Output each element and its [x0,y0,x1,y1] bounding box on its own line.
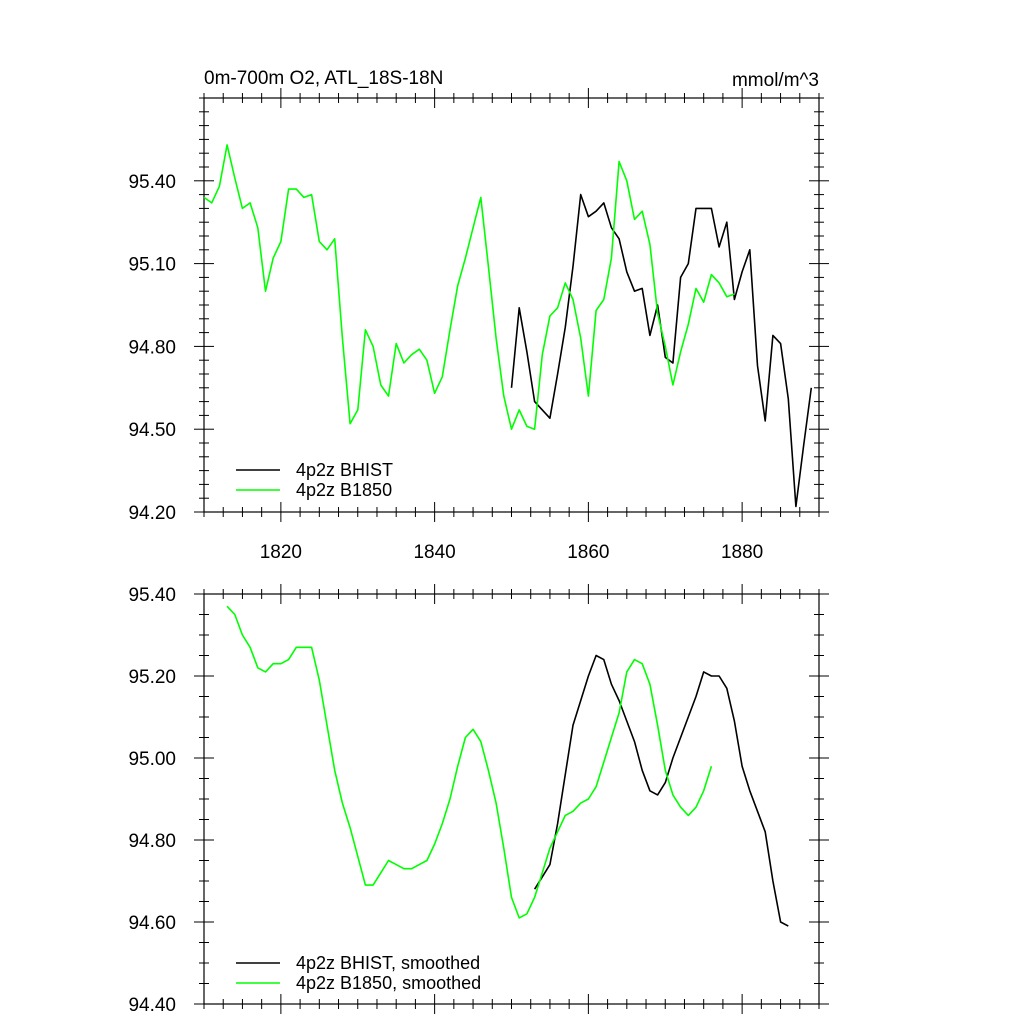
bottom-axis-labels: 94.40 94.60 94.80 95.00 95.20 95.40 [128,585,176,1016]
bottom-y-tick-label: 95.20 [128,667,176,688]
top-series-line-b1850 [203,144,735,431]
bottom-y-tick-label: 95.00 [128,749,176,770]
bottom-series-line-bhist [533,654,789,927]
top-chart-units: mmol/m^3 [732,70,819,91]
top-y-tick-label: 95.40 [128,172,176,193]
top-legend-label-b1850: 4p2z B1850 [296,480,392,500]
bottom-panel: 94.40 94.60 94.80 95.00 95.20 95.40 4p2z BHIS… [128,584,829,1016]
top-x-tick-label: 1840 [413,542,455,563]
bottom-y-tick-label: 94.60 [128,913,176,934]
top-axis-labels: 94.20 94.50 94.80 95.10 95.40 1820 1840 1860 188… [128,172,763,563]
bottom-plot-frame [203,593,820,1005]
bottom-y-tick-label: 95.40 [128,585,176,606]
top-y-tick-label: 94.50 [128,420,176,441]
top-y-tick-label: 94.20 [128,503,176,524]
top-x-tick-label: 1880 [721,542,763,563]
top-y-tick-label: 94.80 [128,337,176,358]
top-axis-ticks [194,88,829,522]
top-x-tick-label: 1820 [260,542,302,563]
bottom-legend-label-bhist: 4p2z BHIST, smoothed [296,953,480,973]
top-x-tick-label: 1860 [567,542,609,563]
bottom-axis-ticks [194,584,829,1014]
top-series-line-bhist [510,193,813,508]
top-panel: 0m-700m O2, ATL_18S-18N mmol/m^3 94.2094… [128,68,829,563]
bottom-y-tick-label: 94.80 [128,831,176,852]
top-legend: 4p2z BHIST 4p2z B1850 [236,460,393,500]
bottom-series-line-b1850 [226,605,713,919]
top-series-lines [203,144,813,508]
top-y-tick-label: 95.10 [128,255,176,276]
bottom-legend-label-b1850: 4p2z B1850, smoothed [296,973,481,993]
top-plot-frame [203,97,820,513]
top-chart-title: 0m-700m O2, ATL_18S-18N [204,68,443,89]
bottom-legend: 4p2z BHIST, smoothed 4p2z B1850, smoothe… [236,953,481,993]
bottom-y-tick-label: 94.40 [128,995,176,1016]
bottom-series-lines [226,605,789,927]
top-legend-label-bhist: 4p2z BHIST [296,460,393,480]
